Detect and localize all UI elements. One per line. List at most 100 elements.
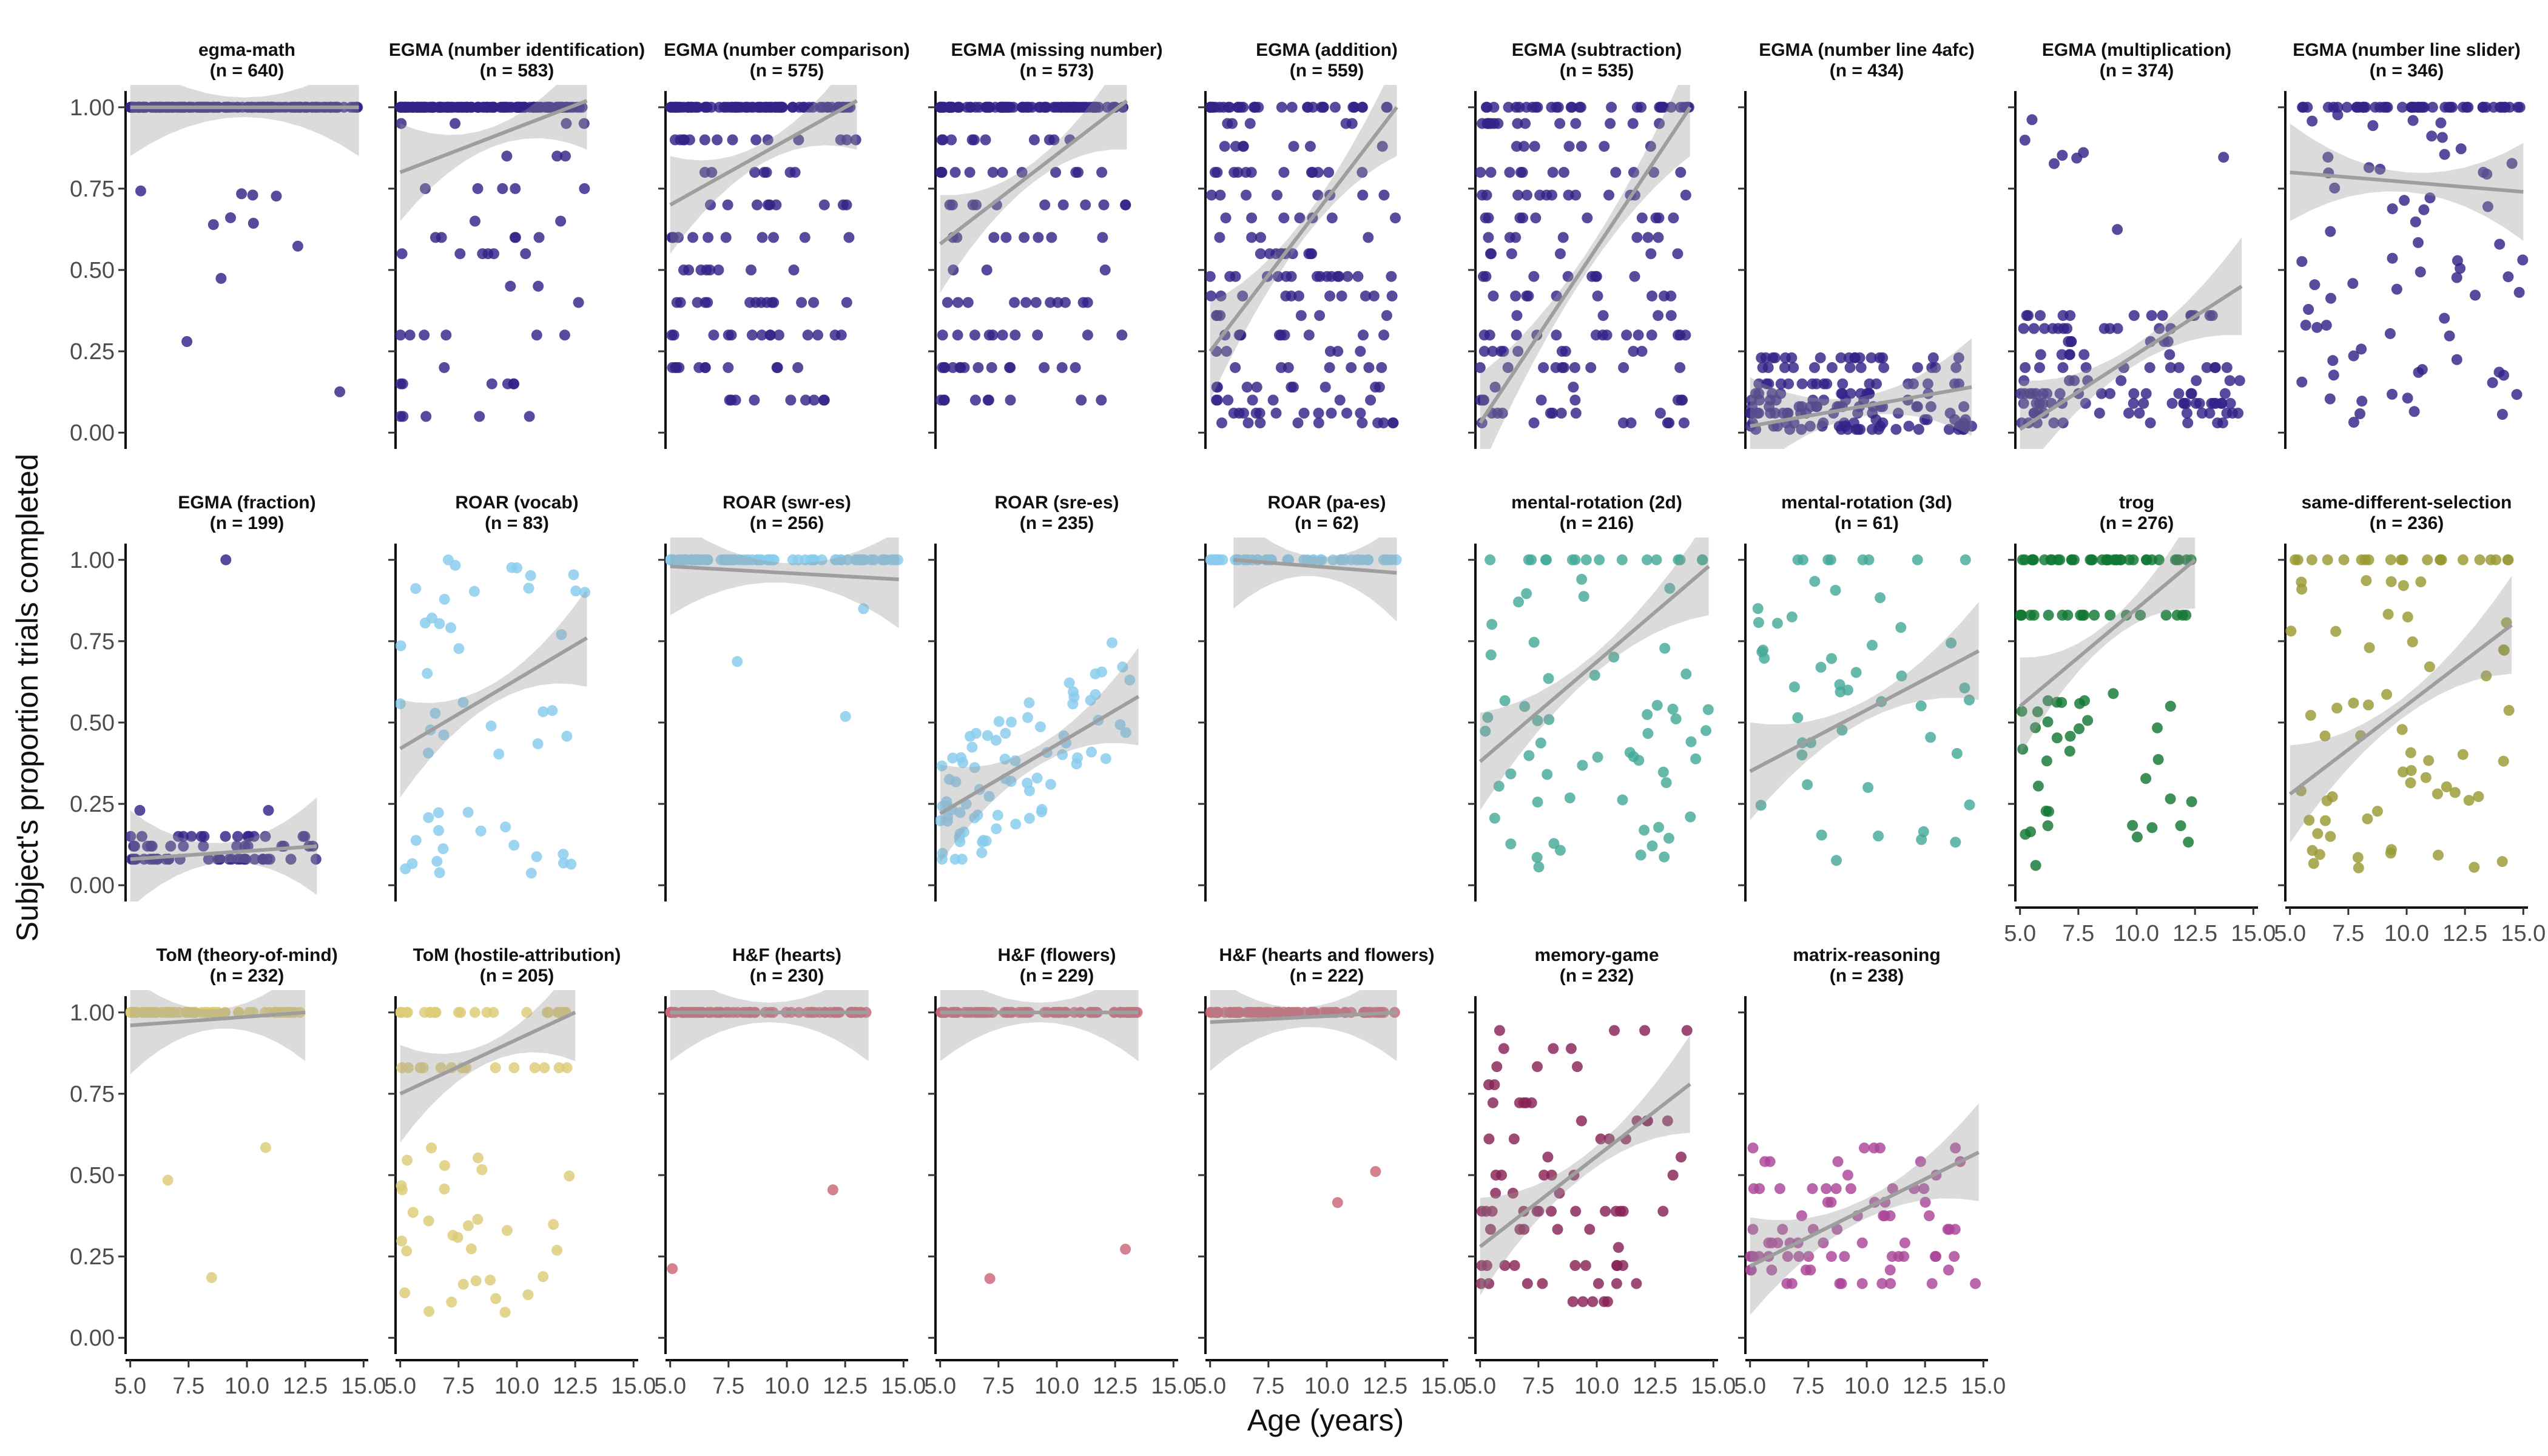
scatter-point xyxy=(724,554,735,565)
scatter-point xyxy=(1855,362,1867,373)
facet-n-label: (n = 434) xyxy=(1830,61,1904,81)
scatter-point xyxy=(2439,149,2450,160)
scatter-point xyxy=(1568,382,1579,393)
scatter-point xyxy=(749,394,760,406)
scatter-point xyxy=(2144,362,2155,373)
scatter-point xyxy=(1625,417,1637,429)
fit-line xyxy=(130,1010,306,1028)
scatter-point xyxy=(1065,101,1076,113)
scatter-point xyxy=(497,183,508,194)
scatter-point xyxy=(1499,1260,1511,1271)
facet-n-label: (n = 205) xyxy=(480,966,554,986)
scatter-point xyxy=(1370,1166,1381,1178)
scatter-point xyxy=(692,297,703,308)
scatter-point xyxy=(1327,554,1339,565)
scatter-point xyxy=(299,831,311,842)
scatter-point xyxy=(755,297,767,308)
scatter-point xyxy=(1272,271,1284,282)
scatter-point xyxy=(1780,352,1791,363)
scatter-point xyxy=(1096,666,1107,678)
scatter-point xyxy=(1490,1187,1502,1199)
scatter-point xyxy=(2016,706,2027,717)
scatter-point xyxy=(1004,362,1016,373)
scatter-point xyxy=(753,101,765,113)
scatter-point xyxy=(1753,617,1764,629)
scatter-point xyxy=(476,1164,488,1175)
scatter-point xyxy=(1896,670,1907,682)
scatter-point xyxy=(1210,1006,1221,1018)
x-tick-label: 10.0 xyxy=(494,1373,539,1399)
scatter-point xyxy=(1633,329,1644,341)
scatter-point xyxy=(1532,715,1543,726)
scatter-point xyxy=(1654,118,1665,129)
scatter-point xyxy=(942,815,953,827)
scatter-point xyxy=(2206,310,2218,322)
scatter-point xyxy=(410,583,422,595)
scatter-point xyxy=(1326,408,1337,419)
scatter-point xyxy=(2094,408,2105,419)
scatter-point xyxy=(946,134,957,146)
scatter-point xyxy=(1763,1237,1774,1249)
scatter-point xyxy=(1000,232,1012,243)
scatter-point xyxy=(2407,636,2418,647)
scatter-point xyxy=(474,411,485,422)
facet-marks xyxy=(1745,1104,1981,1315)
scatter-point xyxy=(936,760,948,772)
fit-line xyxy=(2019,285,2243,431)
scatter-point xyxy=(1788,681,1800,693)
y-tick-label: 0.00 xyxy=(70,420,115,446)
scatter-point xyxy=(1235,329,1246,341)
scatter-point xyxy=(1864,378,1875,389)
scatter-point xyxy=(2305,710,2316,721)
scatter-point xyxy=(2405,777,2416,789)
scatter-point xyxy=(2020,362,2031,373)
scatter-point xyxy=(1031,772,1043,784)
scatter-point xyxy=(138,1006,150,1018)
scatter-point xyxy=(2042,695,2054,706)
scatter-point xyxy=(1628,346,1639,357)
scatter-point xyxy=(1576,573,1588,585)
scatter-point xyxy=(1209,167,1221,178)
scatter-point xyxy=(1796,1210,1807,1221)
scatter-point xyxy=(1010,818,1022,830)
scatter-point xyxy=(2402,612,2413,622)
scatter-point xyxy=(1489,812,1500,824)
fit-line xyxy=(669,99,858,207)
facet-panel: EGMA (number comparison)(n = 575) xyxy=(658,40,910,449)
scatter-point xyxy=(855,554,866,565)
scatter-point xyxy=(1767,352,1779,363)
scatter-point xyxy=(410,835,422,846)
scatter-point xyxy=(2039,323,2051,334)
scatter-point xyxy=(1788,362,1799,373)
scatter-point xyxy=(2030,722,2041,733)
scatter-point xyxy=(976,847,988,858)
scatter-point xyxy=(2015,610,2027,621)
scatter-point xyxy=(1648,167,1659,178)
scatter-point xyxy=(1767,388,1778,399)
scatter-point xyxy=(433,807,444,818)
scatter-point xyxy=(796,297,807,308)
scatter-point xyxy=(1522,1278,1533,1289)
scatter-point xyxy=(2330,625,2342,637)
scatter-point xyxy=(2028,610,2040,621)
scatter-point xyxy=(812,329,823,341)
scatter-point xyxy=(1837,378,1849,389)
scatter-point xyxy=(440,329,452,341)
scatter-point xyxy=(1514,101,1525,113)
scatter-point xyxy=(442,554,454,565)
scatter-point xyxy=(2309,279,2320,291)
scatter-point xyxy=(1835,686,1846,698)
scatter-point xyxy=(1082,329,1093,341)
scatter-point xyxy=(445,622,456,633)
scatter-point xyxy=(1603,189,1614,201)
scatter-point xyxy=(1096,167,1108,178)
scatter-point xyxy=(1230,362,1241,373)
scatter-point xyxy=(2066,336,2077,347)
scatter-point xyxy=(1668,212,1679,224)
scatter-point xyxy=(232,831,243,842)
scatter-point xyxy=(260,831,271,842)
scatter-point xyxy=(2331,703,2343,714)
scatter-point xyxy=(1597,310,1609,322)
scatter-point xyxy=(1376,362,1387,373)
confidence-band xyxy=(670,990,869,1062)
